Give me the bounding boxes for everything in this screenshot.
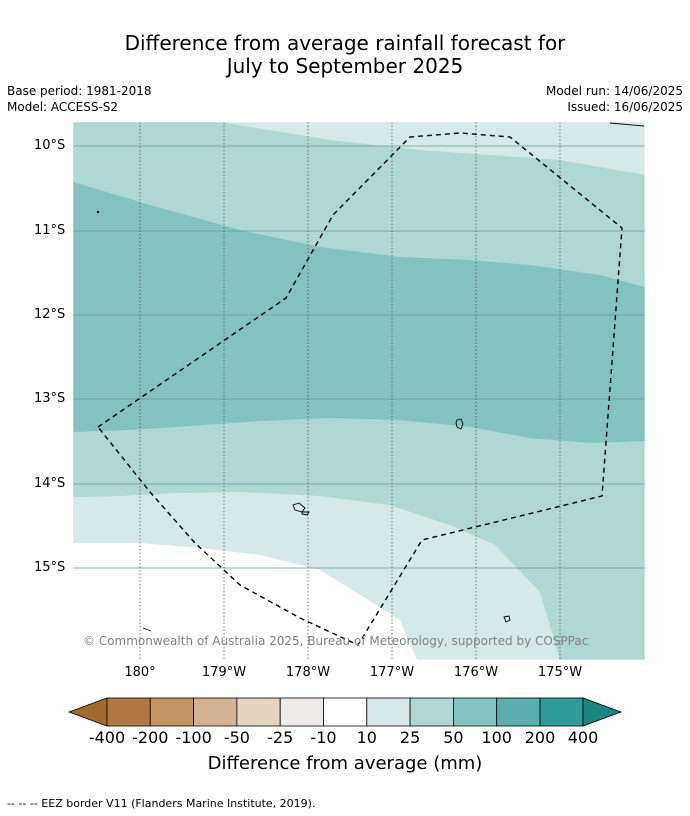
lat-label-15s: 15°S (34, 560, 66, 575)
lat-label-12s: 12°S (34, 307, 66, 322)
islands (96, 122, 645, 632)
eez-footnote: -- -- -- EEZ border V11 (Flanders Marine… (7, 797, 316, 810)
colorbar-label: 25 (399, 728, 421, 747)
colorbar-swatch-2 (149, 697, 195, 727)
lon-label-175w: 175°W (537, 665, 583, 680)
reef-northeast (609, 122, 645, 127)
colorbar-label: 100 (481, 728, 512, 747)
colorbar-label: -10 (310, 728, 337, 747)
colorbar (67, 697, 623, 727)
island-alofi (301, 511, 310, 516)
islet-north (96, 210, 100, 214)
colorbar-label: -400 (88, 728, 126, 747)
colorbar-swatch-10 (496, 697, 541, 727)
island-futuna (292, 502, 306, 513)
colorbar-extend-high (582, 697, 623, 727)
colorbar-swatch-11 (539, 697, 584, 727)
colorbar-label: -200 (132, 728, 169, 747)
colorbar-swatch-5 (279, 697, 324, 727)
lon-label-176w: 176°W (453, 665, 499, 680)
colorbar-label: -25 (267, 728, 294, 747)
issued-text: Issued: 16/06/2025 (567, 100, 683, 114)
map-title-line1: Difference from average rainfall forecas… (124, 31, 566, 55)
colorbar-swatch-8 (409, 697, 454, 727)
lon-label-179w: 179°W (201, 665, 247, 680)
colorbar-swatch-4 (236, 697, 281, 727)
colorbar-label: 400 (567, 728, 599, 747)
colorbar-title: Difference from average (mm) (207, 753, 483, 774)
model-text: Model: ACCESS-S2 (7, 100, 119, 114)
latitude-gridlines (73, 145, 645, 569)
lon-label-180: 180° (124, 665, 156, 680)
colorbar-swatch-7 (366, 697, 411, 727)
eez-border (96, 132, 623, 646)
map-frame (72, 121, 646, 661)
colorbar-swatch-6 (323, 697, 368, 727)
colorbar-label: -50 (223, 728, 250, 747)
colorbar-label: -100 (175, 728, 212, 747)
colorbar-swatch-3 (193, 697, 238, 727)
base-period-text: Base period: 1981-2018 (7, 84, 152, 98)
colorbar-label: 200 (524, 728, 556, 747)
contour-band-50-100 (73, 182, 645, 443)
island-uvea (455, 418, 464, 430)
lat-label-10s: 10°S (34, 138, 66, 153)
copyright-text: © Commonwealth of Australia 2025, Bureau… (83, 634, 588, 648)
island-west (142, 627, 152, 632)
lon-label-177w: 177°W (369, 665, 415, 680)
colorbar-swatch-9 (452, 697, 498, 727)
colorbar-label: 50 (443, 728, 464, 747)
colorbar-swatch-1 (106, 697, 151, 727)
map-plot: © Commonwealth of Australia 2025, Bureau… (73, 122, 645, 660)
model-run-text: Model run: 14/06/2025 (545, 84, 683, 98)
lat-label-14s: 14°S (34, 476, 66, 491)
colorbar-extend-low (67, 697, 108, 727)
island-east (503, 615, 511, 623)
map-title-line2: July to September 2025 (226, 54, 464, 78)
colorbar-label: 10 (356, 728, 377, 747)
lat-label-11s: 11°S (34, 223, 66, 238)
lat-label-13s: 13°S (34, 391, 66, 406)
lon-label-178w: 178°W (285, 665, 331, 680)
